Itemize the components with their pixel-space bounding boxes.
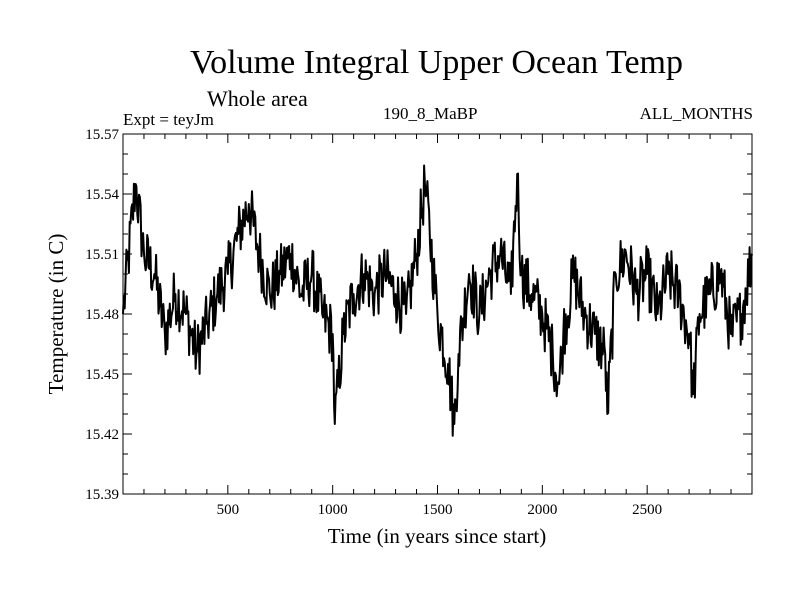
plot-frame xyxy=(122,133,753,495)
chart-subtitle: Whole area xyxy=(207,86,308,111)
y-tick-label: 15.39 xyxy=(85,487,119,503)
y-tick-label: 15.51 xyxy=(85,247,119,263)
x-tick-label: 1500 xyxy=(423,502,453,518)
y-tick-label: 15.54 xyxy=(85,187,119,203)
chart-title: Volume Integral Upper Ocean Temp xyxy=(190,44,683,81)
experiment-label: Expt = teyJm xyxy=(123,110,214,129)
x-tick-label: 2500 xyxy=(632,502,662,518)
series-line-temperature xyxy=(122,164,753,437)
months-label: ALL_MONTHS xyxy=(639,104,753,123)
x-tick-label: 2000 xyxy=(527,502,557,518)
y-tick-label: 15.48 xyxy=(85,307,119,323)
x-tick-label: 1000 xyxy=(318,502,348,518)
x-tick-label: 500 xyxy=(217,502,240,518)
run-label: 190_8_MaBP xyxy=(383,104,478,123)
y-axis-title: Temperature (in C) xyxy=(44,234,68,395)
y-tick-label: 15.45 xyxy=(85,367,119,383)
y-tick-label: 15.57 xyxy=(85,127,119,143)
x-axis-title: Time (in years since start) xyxy=(328,524,547,548)
y-tick-label: 15.42 xyxy=(85,427,119,443)
